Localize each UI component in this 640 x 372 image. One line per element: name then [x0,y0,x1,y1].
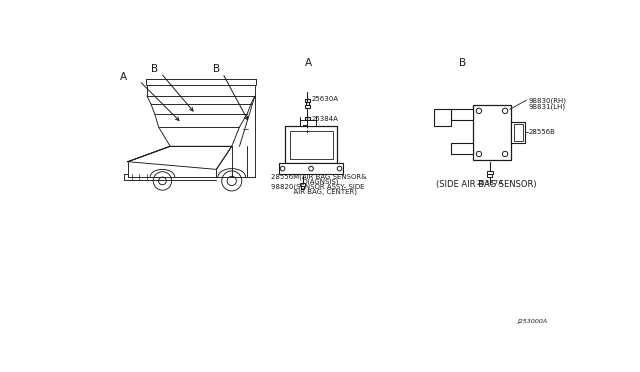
Bar [285,126,337,163]
Text: B: B [151,64,158,74]
Text: A: A [305,58,312,68]
Bar [301,186,304,189]
Bar [451,109,473,120]
Bar [513,124,523,141]
Bar [451,143,473,154]
Bar [279,163,344,174]
Bar [300,183,305,186]
Bar [289,131,333,158]
Bar [473,105,511,160]
Bar [305,99,310,102]
Text: 98830(RH): 98830(RH) [528,97,566,104]
Bar [306,120,308,123]
Text: DIAGNSIS): DIAGNSIS) [271,179,339,185]
Text: 28556M(AIR BAG SENSOR&: 28556M(AIR BAG SENSOR& [271,174,367,180]
Bar [435,109,451,126]
Bar [486,171,493,174]
Text: 25384A: 25384A [312,116,339,122]
Text: B: B [212,64,220,74]
Text: 25387A: 25387A [477,180,504,186]
Bar [305,117,310,120]
Bar [488,174,492,177]
Text: (SIDE AIR BAG SENSOR): (SIDE AIR BAG SENSOR) [436,180,536,189]
Text: 98820(SENSOR ASSY- SIDE: 98820(SENSOR ASSY- SIDE [271,184,365,190]
Text: 98831(LH): 98831(LH) [528,104,565,110]
Text: B: B [459,58,467,68]
Text: J253000A: J253000A [516,319,547,324]
Text: A: A [120,72,127,82]
Bar [511,122,525,143]
Text: AIR BAG, CENTER): AIR BAG, CENTER) [271,189,357,195]
Text: 25630A: 25630A [312,96,339,102]
Text: 28556B: 28556B [528,129,555,135]
Bar [305,105,310,108]
Bar [306,102,308,105]
Bar [300,120,316,126]
